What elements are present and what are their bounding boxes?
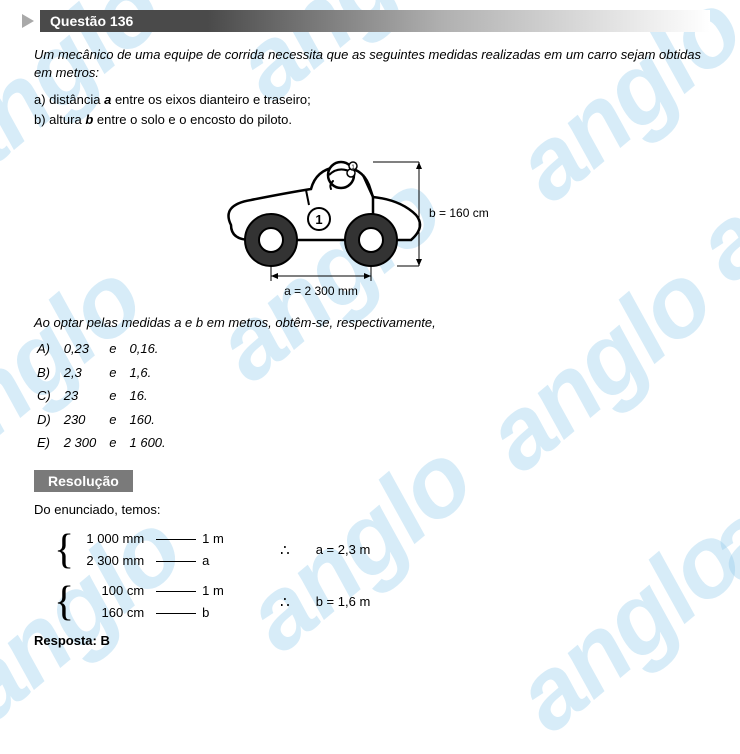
final-answer: Resposta: B	[34, 633, 710, 648]
option-d: D)230e160.	[36, 409, 176, 431]
question-item-a: a) distância a entre os eixos dianteiro …	[34, 90, 710, 110]
prop2-r1c2: 1 m	[202, 581, 242, 602]
resolution-header: Resolução	[34, 470, 133, 492]
resolution-intro: Do enunciado, temos:	[34, 500, 710, 521]
question-header: Questão 136	[22, 10, 710, 32]
option-b: B)2,3e1,6.	[36, 362, 176, 384]
item-a-post: entre os eixos dianteiro e traseiro;	[111, 92, 310, 107]
label-b: b = 160 cm	[429, 206, 489, 220]
dash-icon	[156, 561, 196, 562]
therefore-icon: ∴	[280, 539, 290, 563]
question-prompt: Ao optar pelas medidas a e b em metros, …	[34, 315, 710, 330]
item-a-pre: a) distância	[34, 92, 104, 107]
options-list: A)0,23e0,16. B)2,3e1,6. C)23e16. D)230e1…	[34, 336, 178, 456]
item-b-post: entre o solo e o encosto do piloto.	[93, 112, 292, 127]
option-a: A)0,23e0,16.	[36, 338, 176, 360]
option-e: E)2 300e1 600.	[36, 432, 176, 454]
figure: 1 1 b = 160 cm a = 2 300 mm	[22, 145, 710, 305]
question-intro: Um mecânico de uma equipe de corrida nec…	[34, 46, 710, 82]
prop1-r1c2: 1 m	[202, 529, 242, 550]
proportion-set-2: { 100 cm 1 m 160 cm b ∴ b = 1,6 m	[54, 581, 710, 625]
result-b: b = 1,6 m	[316, 592, 371, 613]
car-number: 1	[315, 212, 322, 227]
triangle-icon	[22, 14, 34, 28]
option-c: C)23e16.	[36, 385, 176, 407]
question-number: Questão 136	[40, 10, 710, 32]
prop2-r2c2: b	[202, 603, 242, 624]
prop1-r2c1: 2 300 mm	[80, 551, 150, 572]
prop2-r2c1: 160 cm	[80, 603, 150, 624]
item-b-pre: b) altura	[34, 112, 85, 127]
prop2-r1c1: 100 cm	[80, 581, 150, 602]
dash-icon	[156, 591, 196, 592]
question-item-b: b) altura b entre o solo e o encosto do …	[34, 110, 710, 130]
prop1-r2c2: a	[202, 551, 242, 572]
brace-icon: {	[54, 586, 74, 620]
therefore-icon: ∴	[280, 591, 290, 615]
result-a: a = 2,3 m	[316, 540, 371, 561]
dash-icon	[156, 613, 196, 614]
dash-icon	[156, 539, 196, 540]
prop1-r1c1: 1 000 mm	[80, 529, 150, 550]
proportion-set-1: { 1 000 mm 1 m 2 300 mm a ∴ a = 2,3 m	[54, 529, 710, 573]
brace-icon: {	[54, 534, 74, 568]
label-a: a = 2 300 mm	[284, 284, 358, 298]
